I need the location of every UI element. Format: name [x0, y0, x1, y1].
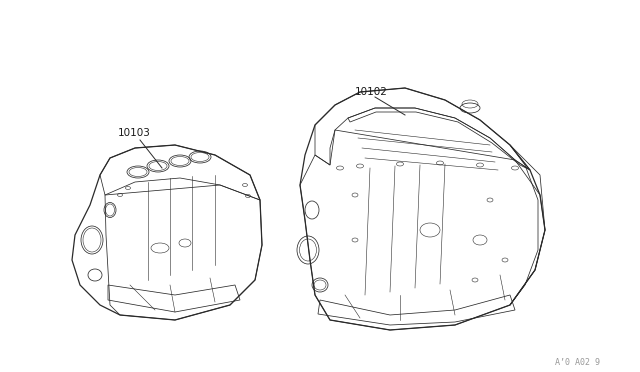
Text: 10102: 10102: [355, 87, 388, 97]
Text: 10103: 10103: [118, 128, 151, 138]
Text: A’0 A02 9: A’0 A02 9: [555, 358, 600, 367]
